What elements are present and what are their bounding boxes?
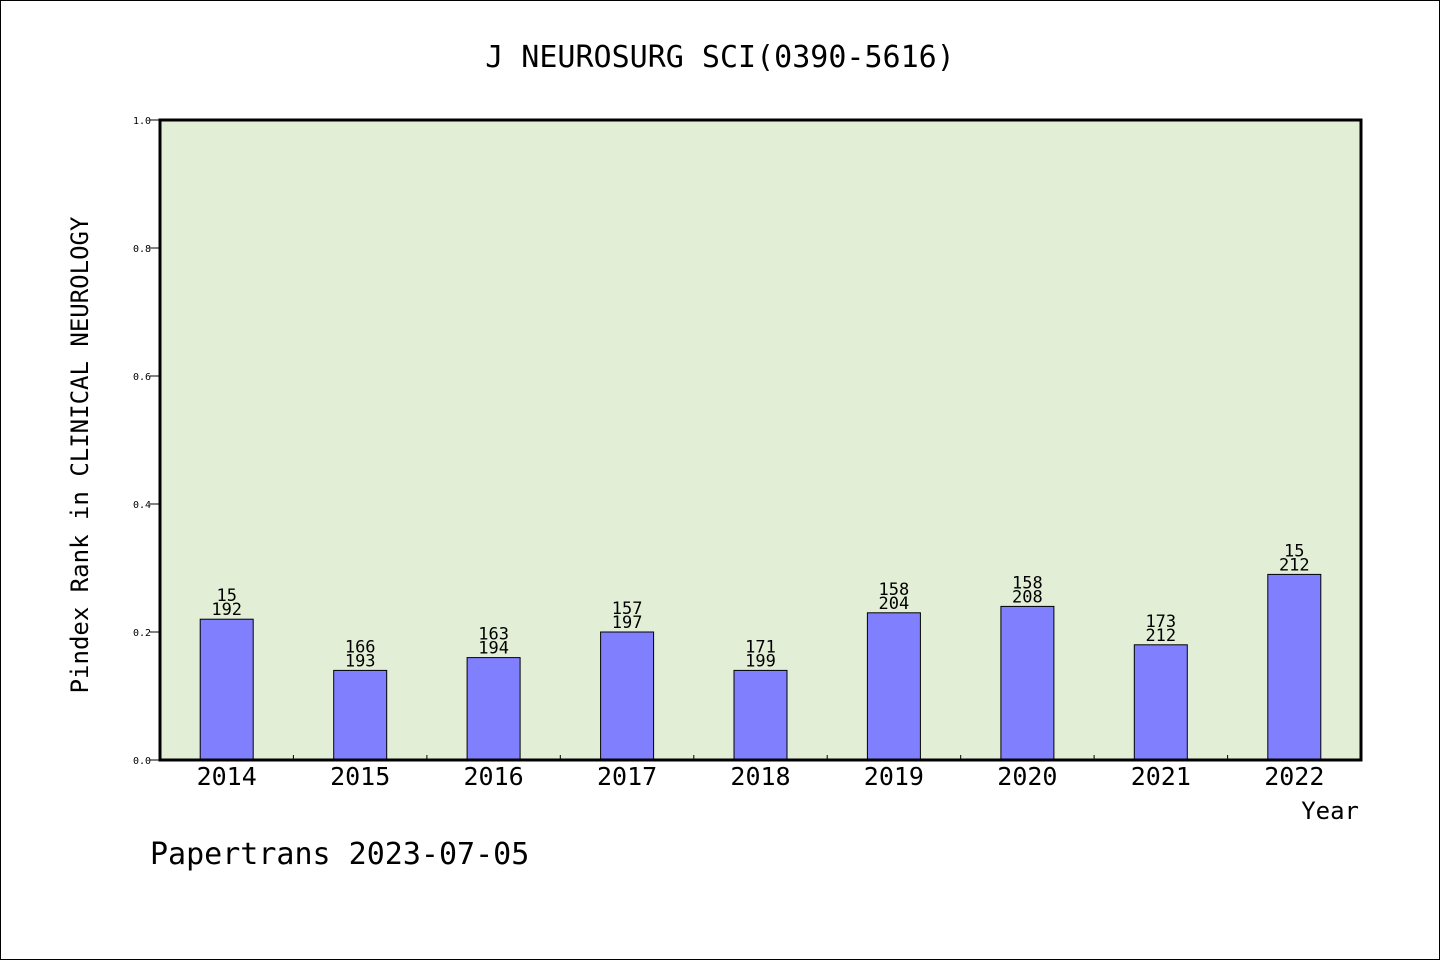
bar-label-top-2018: 171 [745,637,776,657]
y-tick-label: 0.8 [133,244,151,255]
bar-label-top-2021: 173 [1145,612,1176,632]
bar-2020 [1000,605,1055,761]
y-axis: 0.0 0.2 0.4 0.6 0.8 1.0 [133,116,160,767]
bar-labels-group: 1519216619316319415719717119915820415820… [211,541,1309,671]
x-tick-label-2019: 2019 [864,762,924,791]
x-axis-label: Year [1301,797,1359,825]
y-tick-label: 0.0 [133,756,151,767]
bar-2016 [466,657,521,761]
y-tick-label: 0.4 [133,500,151,511]
bar-label-bottom-2021: 212 [1145,626,1176,646]
bar-2015 [333,669,388,761]
bar-2019 [866,612,921,761]
bar-label-top-2016: 163 [478,625,509,645]
bar-2022 [1267,573,1322,761]
x-tick-label-2020: 2020 [997,762,1057,791]
x-tick-label-2018: 2018 [730,762,790,791]
x-tick-label-2014: 2014 [197,762,257,791]
bar-label-bottom-2020: 208 [1012,587,1043,607]
x-tick-label-2021: 2021 [1131,762,1191,791]
x-tick-label-2017: 2017 [597,762,657,791]
y-tick-label: 1.0 [133,116,151,127]
x-tick-label-2015: 2015 [330,762,390,791]
plot-border [158,118,1363,762]
x-tick-label-2016: 2016 [463,762,523,791]
footer-credit: Papertrans 2023-07-05 [150,837,529,872]
y-axis-label: Pindex Rank in CLINICAL NEUROLOGY [66,216,94,693]
y-tick-label: 0.2 [133,628,151,639]
bar-2018 [733,669,788,761]
bar-label-bottom-2017: 197 [612,613,643,633]
bar-label-top-2015: 166 [345,637,376,657]
bar-label-bottom-2022: 212 [1279,555,1310,575]
bar-label-bottom-2018: 199 [745,651,776,671]
bar-label-bottom-2016: 194 [478,639,509,659]
bar-label-bottom-2015: 193 [345,651,376,671]
x-tick-label-2022: 2022 [1264,762,1324,791]
x-axis: 2014 2015 2016 2017 2018 2019 2020 2021 2022 [197,755,1324,791]
bar-label-bottom-2019: 204 [879,594,910,614]
bar-2021 [1133,644,1188,761]
bar-label-top-2017: 157 [612,599,643,619]
bar-2017 [600,631,655,761]
chart-title: J NEUROSURG SCI(0390-5616) [485,40,955,75]
bar-label-top-2019: 158 [879,580,910,600]
bar-2014 [199,618,254,761]
bar-label-bottom-2014: 192 [211,600,242,620]
bars-group [199,573,1322,761]
bar-label-top-2020: 158 [1012,573,1043,593]
y-tick-label: 0.6 [133,372,151,383]
bar-label-top-2022: 15 [1284,541,1304,561]
bar-label-top-2014: 15 [216,586,236,606]
